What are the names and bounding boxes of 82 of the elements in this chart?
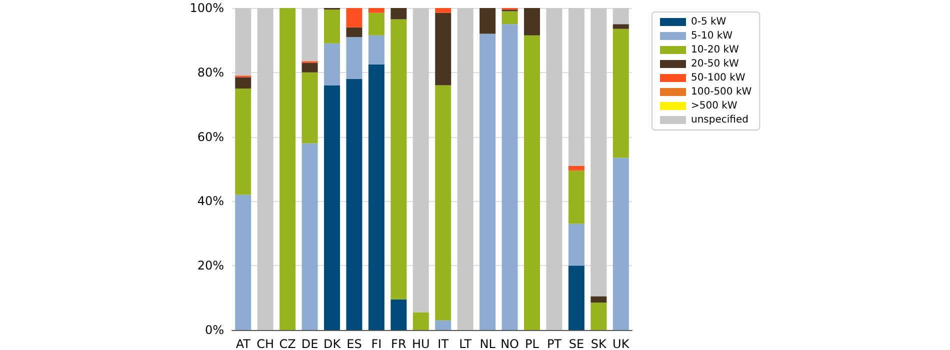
legend-label: 100-500 kW — [691, 86, 752, 98]
bar — [235, 77, 252, 88]
bar — [480, 8, 496, 34]
bar — [368, 35, 384, 64]
bar — [590, 302, 607, 330]
x-tick-label: IT — [438, 337, 450, 350]
bar — [435, 12, 452, 86]
y-tick-label: 100% — [190, 1, 224, 15]
x-tick-label: ES — [346, 337, 362, 350]
x-tick-label: SK — [590, 337, 608, 350]
bar — [390, 299, 407, 330]
legend-label: 50-100 kW — [691, 72, 746, 84]
bar — [435, 8, 452, 13]
bar — [524, 35, 540, 330]
y-tick-label: 80% — [197, 65, 224, 80]
bar — [480, 34, 496, 330]
bar — [346, 27, 362, 37]
bar — [368, 64, 384, 330]
x-tick-label: HU — [412, 337, 430, 350]
legend-label: 10-20 kW — [691, 44, 740, 56]
bar — [412, 312, 429, 330]
x-tick-label: NO — [500, 337, 519, 350]
x-tick-label: PL — [525, 337, 540, 350]
legend-label: 20-50 kW — [691, 58, 740, 70]
bar — [612, 8, 629, 24]
bar — [390, 8, 407, 20]
bar — [568, 266, 584, 330]
bar — [346, 36, 362, 79]
x-tick-label: AT — [236, 337, 252, 350]
bar — [368, 12, 384, 36]
bar — [612, 28, 629, 158]
bar — [280, 8, 296, 330]
bar — [435, 320, 452, 330]
bar — [568, 166, 584, 171]
y-tick-label: 0% — [204, 323, 224, 337]
bar — [568, 170, 584, 224]
bar — [435, 85, 452, 320]
bar — [302, 62, 318, 72]
bar — [524, 8, 540, 36]
bar — [235, 194, 252, 330]
bar — [368, 8, 384, 13]
bar — [612, 158, 629, 330]
x-tick-label: FR — [391, 337, 406, 350]
bar — [324, 10, 340, 44]
bar — [302, 8, 318, 62]
legend-label: >500 kW — [691, 100, 738, 112]
bar — [302, 72, 318, 144]
legend-label: 0-5 kW — [691, 16, 726, 28]
x-tick-label: DK — [323, 337, 342, 350]
legend-label: unspecified — [691, 114, 748, 126]
bar — [257, 8, 274, 330]
x-tick-label: PT — [546, 337, 562, 350]
legend-label: 5-10 kW — [691, 30, 733, 42]
x-tick-label: NL — [480, 337, 496, 350]
x-tick-label: CH — [256, 337, 274, 350]
bar — [390, 19, 407, 300]
y-tick-label: 60% — [197, 130, 224, 144]
x-tick-label: LT — [459, 337, 472, 350]
bar — [346, 78, 362, 330]
x-tick-label: FI — [371, 337, 382, 350]
bar — [590, 8, 607, 296]
bar — [568, 224, 584, 266]
x-tick-label: UK — [612, 337, 630, 350]
bar — [590, 296, 607, 303]
bar — [612, 24, 629, 29]
x-tick-label: SE — [568, 337, 584, 350]
x-tick-label: DE — [301, 337, 318, 350]
x-tick-label: CZ — [279, 337, 296, 350]
bar — [546, 8, 562, 330]
bar — [502, 11, 518, 24]
bar — [457, 8, 474, 330]
bar — [412, 8, 429, 312]
bar — [346, 8, 362, 28]
y-tick-label: 20% — [197, 258, 224, 273]
bar — [502, 24, 518, 330]
bar — [568, 8, 584, 166]
bar — [302, 143, 318, 330]
bar — [235, 8, 252, 76]
bar — [324, 85, 340, 330]
y-tick-label: 40% — [197, 194, 224, 208]
bar — [235, 88, 252, 195]
bar — [324, 43, 340, 86]
